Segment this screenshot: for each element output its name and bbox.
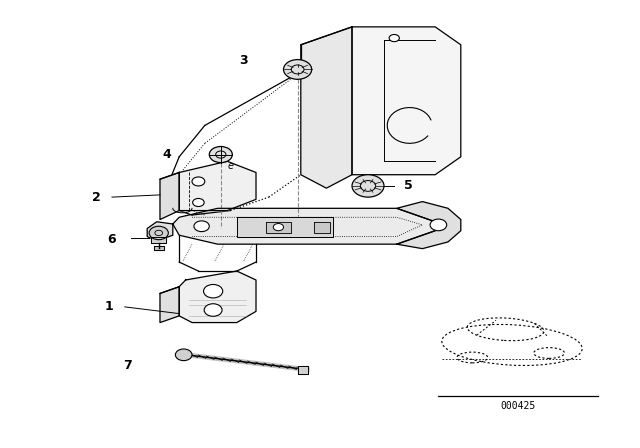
Circle shape <box>204 284 223 298</box>
Polygon shape <box>160 287 179 323</box>
Polygon shape <box>179 271 256 323</box>
Text: e: e <box>227 161 234 171</box>
Circle shape <box>192 177 205 186</box>
Text: 7: 7 <box>124 358 132 372</box>
Circle shape <box>389 34 399 42</box>
Polygon shape <box>298 366 308 374</box>
Circle shape <box>193 198 204 207</box>
Circle shape <box>273 224 284 231</box>
Text: 000425: 000425 <box>500 401 536 411</box>
Text: 3: 3 <box>239 54 248 67</box>
Polygon shape <box>160 172 179 220</box>
Polygon shape <box>151 237 166 243</box>
Text: 5: 5 <box>404 179 413 193</box>
Polygon shape <box>301 27 352 188</box>
Circle shape <box>430 219 447 231</box>
Text: 6: 6 <box>108 233 116 246</box>
Text: 1: 1 <box>104 300 113 314</box>
Circle shape <box>352 175 384 197</box>
Polygon shape <box>237 217 333 237</box>
Circle shape <box>175 349 192 361</box>
Text: 2: 2 <box>92 190 100 204</box>
Polygon shape <box>147 222 173 241</box>
Polygon shape <box>154 246 164 250</box>
Text: 4: 4 <box>162 148 171 161</box>
Polygon shape <box>173 208 435 244</box>
Circle shape <box>209 146 232 163</box>
Circle shape <box>284 60 312 79</box>
Circle shape <box>149 226 168 240</box>
Polygon shape <box>314 222 330 233</box>
Circle shape <box>194 221 209 232</box>
Polygon shape <box>266 222 291 233</box>
Polygon shape <box>179 161 256 211</box>
Polygon shape <box>352 27 461 175</box>
Circle shape <box>204 304 222 316</box>
Polygon shape <box>397 202 461 249</box>
